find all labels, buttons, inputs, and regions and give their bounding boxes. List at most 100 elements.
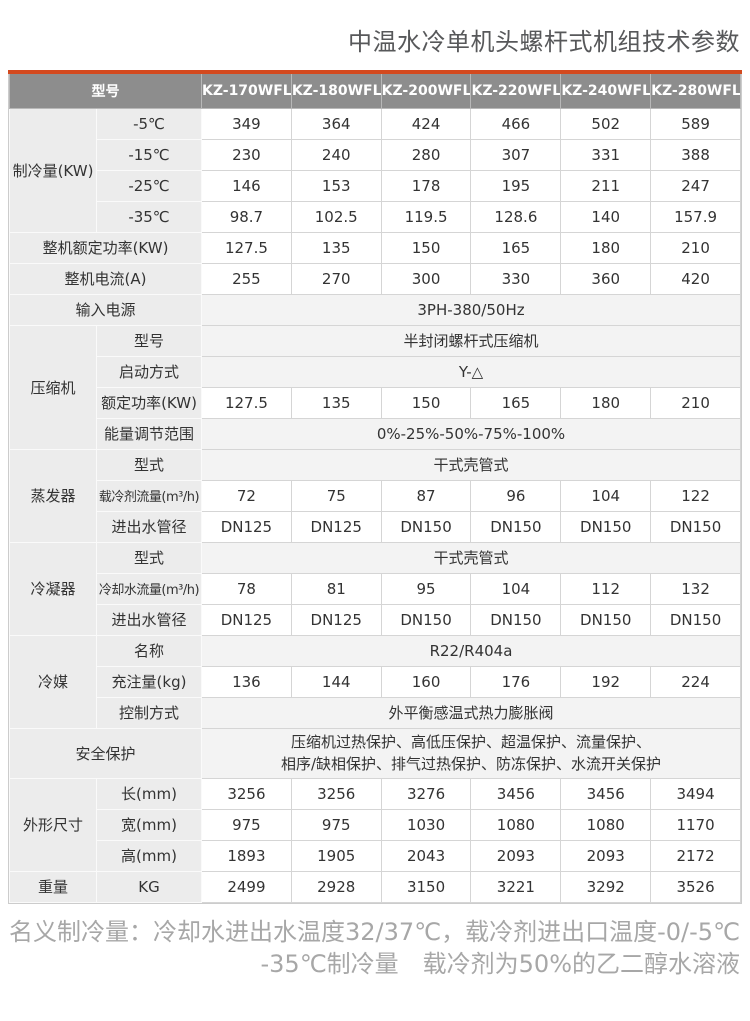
value-cell: 153 [290, 169, 382, 202]
row-label-cell: 名称 [96, 634, 202, 667]
value-cell: 331 [560, 138, 652, 171]
value-cell: DN150 [650, 603, 741, 636]
value-cell: 104 [560, 479, 652, 512]
row-label-cell: 充注量(kg) [96, 665, 202, 698]
table-row: 外形尺寸 长(mm) 3256 3256 3276 3456 3456 3494 [9, 777, 741, 872]
row-label-cell: -5℃ [96, 107, 202, 140]
value-cell: 157.9 [650, 200, 741, 233]
table-row: 安全保护 压缩机过热保护、高低压保护、超温保护、流量保护、 相序/缺相保护、排气… [9, 727, 741, 779]
row-label-cell: 载冷剂流量(m³/h) [96, 479, 202, 512]
value-cell: DN150 [560, 603, 652, 636]
row-label-cell: 输入电源 [9, 293, 202, 326]
table-row: -15℃ 230 240 280 307 331 388 [10, 138, 741, 171]
value-cell: 180 [560, 231, 652, 264]
group-label-cell: 冷凝器 [9, 541, 97, 636]
group-label-cell: 外形尺寸 [9, 777, 97, 872]
value-cell: 975 [201, 808, 292, 841]
value-cell: DN150 [650, 510, 741, 543]
value-cell: 270 [290, 262, 382, 295]
value-cell: 280 [380, 138, 472, 171]
value-cell: 975 [290, 808, 382, 841]
row-label-cell: 长(mm) [96, 777, 202, 810]
value-cell: 3292 [560, 870, 652, 903]
value-cell: DN125 [290, 603, 382, 636]
model-name-cell: KZ-240WFLD [560, 74, 652, 109]
value-cell: 3150 [380, 870, 472, 903]
value-cell: 165 [470, 231, 562, 264]
value-cell: 178 [380, 169, 472, 202]
table-row: 额定功率(KW) 127.5 135 150 165 180 210 [10, 386, 741, 419]
value-cell: 78 [201, 572, 292, 605]
span-value-cell: 半封闭螺杆式压缩机 [201, 324, 741, 357]
value-cell: 127.5 [201, 231, 292, 264]
value-cell: 466 [470, 107, 562, 140]
value-cell: 255 [201, 262, 292, 295]
table-row: 重量 KG 2499 2928 3150 3221 3292 3526 [9, 870, 741, 903]
span-value-cell: 压缩机过热保护、高低压保护、超温保护、流量保护、 相序/缺相保护、排气过热保护、… [201, 727, 741, 779]
value-cell: 1905 [290, 839, 382, 872]
span-value-cell: 0%-25%-50%-75%-100% [201, 417, 741, 450]
table-row: 冷却水流量(m³/h) 78 81 95 104 112 132 [10, 572, 741, 605]
value-cell: 95 [380, 572, 472, 605]
value-cell: DN150 [470, 510, 562, 543]
value-cell: DN150 [560, 510, 652, 543]
value-cell: 150 [380, 386, 472, 419]
table-row: 进出水管径 DN125 DN125 DN150 DN150 DN150 DN15… [10, 510, 741, 543]
value-cell: 364 [290, 107, 382, 140]
table-row: 进出水管径 DN125 DN125 DN150 DN150 DN150 DN15… [10, 603, 741, 636]
value-cell: 240 [290, 138, 382, 171]
table-row: 输入电源 3PH-380/50Hz [9, 293, 741, 326]
row-label-cell: 型式 [96, 541, 202, 574]
table-row: 充注量(kg) 136 144 160 176 192 224 [10, 665, 741, 698]
table-wrap: 型号 KZ-170WFLD KZ-180WFLD KZ-200WFLD KZ-2… [8, 74, 742, 904]
page-title: 中温水冷单机头螺杆式机组技术参数 [348, 28, 740, 56]
value-cell: 75 [290, 479, 382, 512]
row-label-cell: 冷却水流量(m³/h) [96, 572, 202, 605]
value-cell: 165 [470, 386, 562, 419]
value-cell: 136 [201, 665, 292, 698]
value-cell: 135 [290, 231, 382, 264]
row-label-cell: 能量调节范围 [96, 417, 202, 450]
accent-bar [8, 70, 742, 74]
safety-line-2: 相序/缺相保护、排气过热保护、防冻保护、水流开关保护 [280, 755, 662, 773]
value-cell: 87 [380, 479, 472, 512]
value-cell: 102.5 [290, 200, 382, 233]
value-cell: 2928 [290, 870, 382, 903]
value-cell: 224 [650, 665, 741, 698]
value-cell: 589 [650, 107, 741, 140]
table-row: 蒸发器 型式 干式壳管式 [9, 448, 741, 543]
table-row: 整机额定功率(KW) 127.5 135 150 165 180 210 [9, 231, 741, 264]
row-label-cell: 进出水管径 [96, 510, 202, 543]
value-cell: DN125 [201, 603, 292, 636]
row-label-cell: 安全保护 [9, 727, 202, 779]
value-cell: 3276 [380, 777, 472, 810]
value-cell: 3494 [650, 777, 741, 810]
value-cell: 160 [380, 665, 472, 698]
group-label-cell: 重量 [9, 870, 97, 903]
value-cell: 3221 [470, 870, 562, 903]
row-label-cell: 控制方式 [96, 696, 202, 729]
value-cell: 2499 [201, 870, 292, 903]
value-cell: 146 [201, 169, 292, 202]
footnote-line-2: -35℃制冷量 载冷剂为50%的乙二醇水溶液 [260, 949, 741, 978]
footnote: 名义制冷量：冷却水进出水温度32/37℃，载冷剂进出口温度-0/-5℃ -35℃… [8, 916, 740, 980]
value-cell: 150 [380, 231, 472, 264]
value-cell: 127.5 [201, 386, 292, 419]
value-cell: 2093 [560, 839, 652, 872]
group-label-cell: 冷媒 [9, 634, 97, 729]
value-cell: 180 [560, 386, 652, 419]
row-label-cell: 高(mm) [96, 839, 202, 872]
spec-table: 型号 KZ-170WFLD KZ-180WFLD KZ-200WFLD KZ-2… [9, 74, 741, 903]
value-cell: 1170 [650, 808, 741, 841]
value-cell: 247 [650, 169, 741, 202]
value-cell: 424 [380, 107, 472, 140]
table-row: -35℃ 98.7 102.5 119.5 128.6 140 157.9 [10, 200, 741, 233]
value-cell: 2172 [650, 839, 741, 872]
row-label-cell: -25℃ [96, 169, 202, 202]
value-cell: 1080 [560, 808, 652, 841]
table-row: 载冷剂流量(m³/h) 72 75 87 96 104 122 [10, 479, 741, 512]
page: 中温水冷单机头螺杆式机组技术参数 型号 KZ-170WFLD KZ-180WFL… [0, 22, 750, 1021]
value-cell: DN150 [380, 603, 472, 636]
value-cell: DN125 [290, 510, 382, 543]
value-cell: 330 [470, 262, 562, 295]
